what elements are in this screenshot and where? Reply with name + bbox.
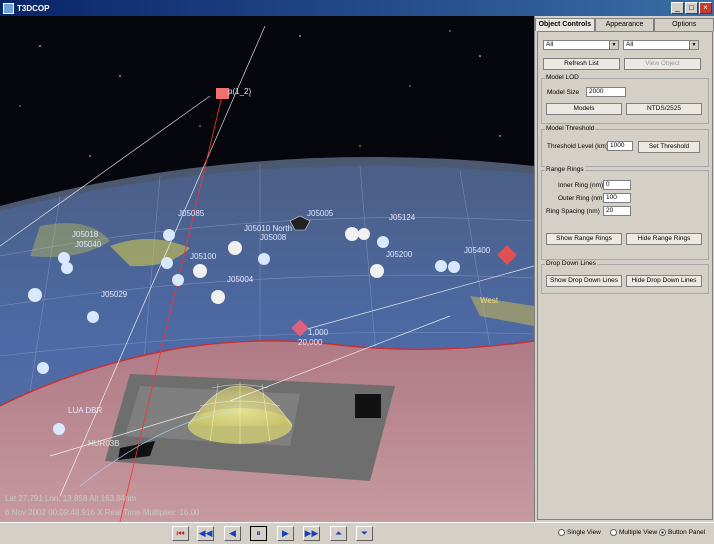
threshold-level-field[interactable]: 1000 [607,141,633,151]
filter-2-value: All [626,41,634,48]
play-icon[interactable]: ▶ [277,526,294,541]
pause-icon[interactable]: ⏸ [250,526,267,541]
window-controls: _ □ × [671,2,712,14]
track-label-j5100: J05100 [190,252,217,261]
range-label-2: 20,000 [298,338,323,347]
track-label-j5124: J05124 [389,213,416,222]
inner-ring-field[interactable]: 0 [603,180,631,190]
step-back-icon[interactable]: ◀ [224,526,241,541]
track-symbols [28,88,517,435]
show-drop-lines-button[interactable]: Show Drop Down Lines [546,275,622,287]
object-filter-select-1[interactable]: All ▼ [543,40,619,50]
object-filter-select-2[interactable]: All ▼ [623,40,699,50]
tab-object-controls[interactable]: Object Controls [535,18,595,31]
globe-scene [0,25,534,522]
globe-viewport[interactable]: p(1_2) J05085 J05010 North J05008 J05018… [0,16,534,522]
airspace-label-hur: HUR03B [88,439,120,448]
radio-icon [610,529,617,536]
track-label-top: p(1_2) [228,87,252,96]
inner-ring-label: Inner Ring (nm) [558,182,604,189]
title-bar: T3DCOP _ □ × [0,0,714,16]
hide-drop-lines-button[interactable]: Hide Drop Down Lines [626,275,702,287]
fast-forward-icon[interactable]: ▶▶ [303,526,320,541]
refresh-list-button[interactable]: Refresh List [543,58,620,70]
show-range-rings-button[interactable]: Show Range Rings [546,233,622,245]
airspace-label-lua: LUA DBR [68,406,103,415]
track-label-j5085: J05085 [178,209,205,218]
ring-spacing-field[interactable]: 20 [603,206,631,216]
hud-position: Lat 27.791 Lon: 13.858 Alt 163.84nm [5,494,137,503]
single-view-label: Single View [567,529,601,536]
ntds-2525-button[interactable]: NTDS/2525 [626,103,702,115]
single-view-radio[interactable]: Single View [558,529,601,536]
region-label-west: West [480,296,499,305]
track-label-j5040: J05040 [75,240,102,249]
chevron-down-icon: ▼ [689,41,698,49]
control-panel: Object Controls Appearance Options All ▼… [534,16,714,522]
outer-ring-label: Outer Ring (nm) [558,195,605,202]
threshold-level-label: Threshold Level (km) [547,143,609,150]
panel-tabs: Object Controls Appearance Options [535,18,714,31]
filter-1-value: All [546,41,554,48]
stars [19,30,501,157]
radio-selected-icon [659,529,666,536]
speed-up-icon[interactable]: ⏶ [330,526,347,541]
chevron-down-icon: ▼ [609,41,618,49]
range-rings-group: Range Rings Inner Ring (nm) 0 Outer Ring… [541,166,709,260]
window-title: T3DCOP [17,3,50,13]
outer-ring-field[interactable]: 100 [603,193,631,203]
model-lod-group: Model LOD Model Size 2000 Models NTDS/25… [541,74,709,124]
track-label-j5400: J05400 [464,246,491,255]
model-lod-title: Model LOD [545,74,580,81]
drop-down-lines-title: Drop Down Lines [545,260,597,267]
drop-down-lines-group: Drop Down Lines Show Drop Down Lines Hid… [541,260,709,294]
app-icon [3,2,14,14]
multiple-view-radio[interactable]: Multiple View [610,529,657,536]
track-label-j5004: J05004 [227,275,254,284]
model-threshold-group: Model Threshold Threshold Level (km) 100… [541,125,709,167]
view-object-button[interactable]: View Object [624,58,701,70]
hide-range-rings-button[interactable]: Hide Range Rings [626,233,702,245]
track-label-j5018: J05018 [72,230,99,239]
multiple-view-label: Multiple View [619,529,658,536]
track-label-j5005: J05005 [307,209,334,218]
maximize-icon[interactable]: □ [685,2,698,14]
track-label-j5008: J05008 [260,233,287,242]
range-label-1: 1,000 [308,328,329,337]
track-label-j5200: J05200 [386,250,413,259]
range-rings-title: Range Rings [545,166,585,173]
model-threshold-title: Model Threshold [545,125,596,132]
slow-down-icon[interactable]: ⏷ [356,526,373,541]
playback-toolbar: ⏮ ◀◀ ◀ ⏸ ▶ ▶▶ ⏶ ⏷ Single View Multiple V… [0,522,714,544]
ring-spacing-label: Ring Spacing (nm) [546,208,600,215]
radio-icon [558,529,565,536]
model-size-field[interactable]: 2000 [586,87,626,97]
tab-appearance[interactable]: Appearance [594,18,655,31]
object-controls-pane: All ▼ All ▼ Refresh List View Object Mod… [537,31,713,520]
track-label-j5010: J05010 North [244,224,293,233]
models-button[interactable]: Models [546,103,622,115]
button-panel-label: Button Panel [668,529,706,536]
button-panel-radio[interactable]: Button Panel [659,529,705,536]
skip-to-start-icon[interactable]: ⏮ [172,526,189,541]
minimize-icon[interactable]: _ [671,2,684,14]
tab-options[interactable]: Options [654,18,714,31]
close-icon[interactable]: × [699,2,712,14]
fast-rewind-icon[interactable]: ◀◀ [197,526,214,541]
track-label-j5029: J05029 [101,290,128,299]
hud-time: 6 Nov 2002 00:09:48.916 X Real Time Mult… [5,508,200,517]
model-size-label: Model Size [547,89,580,96]
set-threshold-button[interactable]: Set Threshold [638,141,700,153]
